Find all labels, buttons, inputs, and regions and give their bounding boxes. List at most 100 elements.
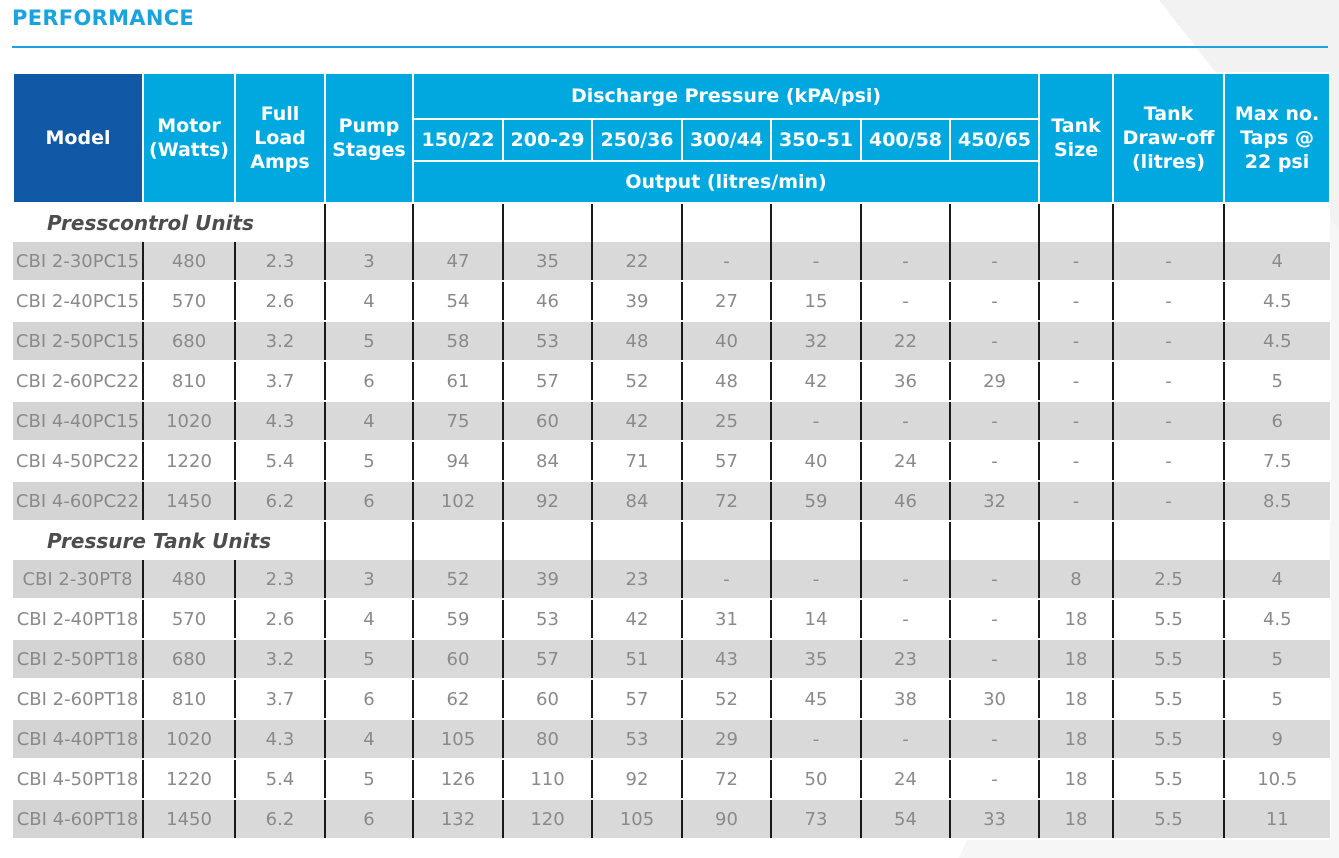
section-gap-cell <box>591 203 682 242</box>
model-cell: CBI 4-60PC22 <box>13 481 144 522</box>
table-cell: 73 <box>770 799 862 840</box>
table-cell: 3.7 <box>234 679 326 720</box>
table-cell: 5.4 <box>234 759 326 800</box>
model-cell: CBI 2-50PC15 <box>13 321 144 362</box>
table-cell: 10.5 <box>1223 759 1331 800</box>
table-cell: 126 <box>412 759 504 800</box>
table-cell: 32 <box>948 481 1040 522</box>
table-cell: - <box>948 441 1040 482</box>
table-cell: 110 <box>502 759 593 800</box>
table-cell: 84 <box>502 441 593 482</box>
table-cell: 40 <box>770 441 862 482</box>
table-cell: - <box>948 599 1040 640</box>
section-gap-cell <box>502 203 592 242</box>
table-cell: 5.5 <box>1112 639 1225 680</box>
table-cell: 60 <box>502 401 593 442</box>
table-cell: 6 <box>324 679 414 720</box>
table-cell: 72 <box>681 759 772 800</box>
table-cell: 102 <box>412 481 504 522</box>
table-cell: 39 <box>591 281 683 322</box>
table-cell: - <box>1038 441 1114 482</box>
table-cell: - <box>860 560 951 600</box>
table-cell: - <box>770 719 862 760</box>
table-cell: - <box>1038 481 1114 522</box>
table-row: CBI 4-60PT18 1450 6.2 6 132 120 105 90 73 54 33 18 5… <box>13 799 1331 840</box>
table-cell: 18 <box>1038 799 1114 840</box>
table-cell: 132 <box>412 799 504 840</box>
header-pressure-col: 350-51 <box>770 118 862 162</box>
table-cell: 40 <box>681 321 772 362</box>
table-cell: - <box>1038 281 1114 322</box>
table-cell: 8.5 <box>1223 481 1331 522</box>
section-gap-cell <box>1038 521 1114 560</box>
table-row: CBI 2-30PC15 480 2.3 3 47 35 22- - - - - -4 <box>13 242 1331 282</box>
section-gap-cell <box>324 521 413 560</box>
table-cell: 57 <box>591 679 683 720</box>
table-cell: 4 <box>324 599 414 640</box>
table-cell: 5.5 <box>1112 599 1225 640</box>
table-cell: - <box>948 242 1040 282</box>
section-gap-cell <box>1112 203 1225 242</box>
section-gap-cell <box>681 203 771 242</box>
table-cell: 3.2 <box>234 321 326 362</box>
table-cell: 57 <box>681 441 772 482</box>
table-cell: 61 <box>412 361 504 402</box>
table-cell: 3 <box>324 242 414 282</box>
table-cell: 92 <box>591 759 683 800</box>
table-cell: 6 <box>324 481 414 522</box>
header-pressure-col: 200-29 <box>502 118 593 162</box>
table-cell: 6 <box>324 799 414 840</box>
table-cell: 4.5 <box>1223 281 1331 322</box>
performance-table: Model Motor (Watts) Full Load Amps Pump Stag… <box>12 72 1332 840</box>
table-cell: 680 <box>142 639 236 680</box>
table-row: CBI 4-40PC15 1020 4.3 4 75 60 42 25- - - - -6 <box>13 401 1331 442</box>
table-cell: 4.5 <box>1223 321 1331 362</box>
table-cell: 30 <box>948 679 1040 720</box>
table-cell: 11 <box>1223 799 1331 840</box>
table-cell: 60 <box>412 639 504 680</box>
table-row: CBI 4-50PC22 1220 5.4 5 94 84 71 57 40 24- - -7.5 <box>13 441 1331 482</box>
table-cell: 18 <box>1038 639 1114 680</box>
header-pressure-col: 300/44 <box>681 118 772 162</box>
table-cell: 53 <box>502 321 593 362</box>
table-cell: 43 <box>681 639 772 680</box>
section-gap-cell <box>412 203 503 242</box>
header-pressure-col: 250/36 <box>591 118 683 162</box>
table-cell: 75 <box>412 401 504 442</box>
table-cell: - <box>1112 242 1225 282</box>
section-gap-cell <box>681 521 771 560</box>
table-cell: 29 <box>681 719 772 760</box>
table-cell: - <box>948 281 1040 322</box>
table-cell: 6 <box>1223 401 1331 442</box>
table-cell: 18 <box>1038 759 1114 800</box>
table-cell: 15 <box>770 281 862 322</box>
table-cell: 1450 <box>142 799 236 840</box>
table-cell: - <box>1038 242 1114 282</box>
table-cell: 3.7 <box>234 361 326 402</box>
table-cell: - <box>681 560 772 600</box>
table-cell: 72 <box>681 481 772 522</box>
table-cell: 80 <box>502 719 593 760</box>
section-gap-cell <box>324 203 413 242</box>
table-cell: - <box>948 560 1040 600</box>
table-cell: 680 <box>142 321 236 362</box>
model-cell: CBI 2-30PC15 <box>13 242 144 282</box>
table-cell: 90 <box>681 799 772 840</box>
table-cell: 7.5 <box>1223 441 1331 482</box>
model-cell: CBI 4-40PT18 <box>13 719 144 760</box>
table-cell: - <box>1112 321 1225 362</box>
table-cell: - <box>860 719 951 760</box>
table-cell: 24 <box>860 441 951 482</box>
table-cell: 5 <box>324 441 414 482</box>
table-cell: 51 <box>591 639 683 680</box>
table-cell: 39 <box>502 560 593 600</box>
page-title: PERFORMANCE <box>12 6 195 30</box>
table-cell: 94 <box>412 441 504 482</box>
table-cell: 105 <box>591 799 683 840</box>
table-cell: 42 <box>770 361 862 402</box>
section-gap-cell <box>770 521 861 560</box>
table-cell: 92 <box>502 481 593 522</box>
table-cell: 50 <box>770 759 862 800</box>
table-cell: - <box>1038 401 1114 442</box>
header-output: Output (litres/min) <box>411 160 1041 204</box>
